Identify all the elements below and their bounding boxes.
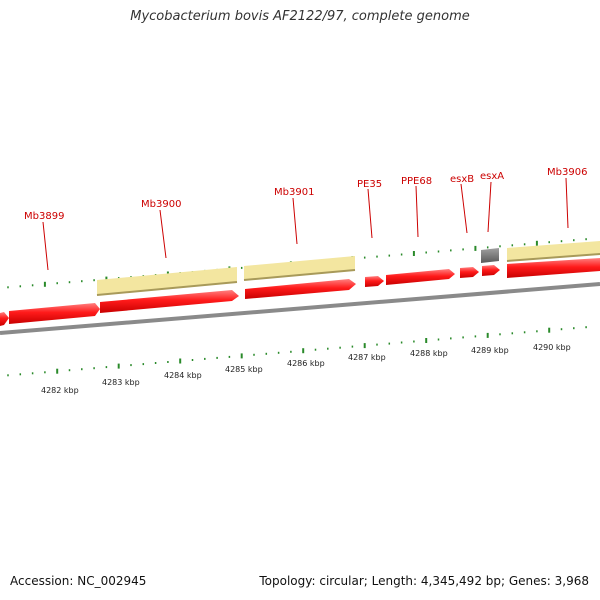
gene-label-mb3900: Mb3900 xyxy=(141,199,181,210)
pointer-mb3901 xyxy=(292,197,298,245)
pointer-esxb xyxy=(460,183,468,234)
inner-tick-ring xyxy=(7,326,587,377)
gene-label-esxa: esxA xyxy=(480,171,504,182)
pointer-mb3900 xyxy=(159,209,167,259)
cds-arrow-esxb[interactable] xyxy=(460,267,479,278)
gene-label-mb3901: Mb3901 xyxy=(274,187,314,198)
cds-arrow-mb3901[interactable] xyxy=(245,279,356,299)
kbp-label-4289: 4289 kbp xyxy=(471,346,509,355)
gene-label-esxb: esxB xyxy=(450,174,474,185)
gene-bar-edge xyxy=(506,253,600,262)
cds-arrow-mb3906[interactable] xyxy=(507,258,600,278)
kbp-label-4282: 4282 kbp xyxy=(41,386,79,395)
cds-arrow-ppe68[interactable] xyxy=(386,269,455,285)
gene-label-pointers xyxy=(42,177,569,271)
cds-arrow-mb3899[interactable] xyxy=(9,303,100,324)
kbp-label-4287: 4287 kbp xyxy=(348,353,386,362)
gene-label-mb3899: Mb3899 xyxy=(24,211,64,222)
genome-stats-text: Topology: circular; Length: 4,345,492 bp… xyxy=(259,574,589,588)
map-title: Mycobacterium bovis AF2122/97, complete … xyxy=(130,9,470,24)
kbp-label-4290: 4290 kbp xyxy=(533,343,571,352)
kbp-label-4288: 4288 kbp xyxy=(410,349,448,358)
pointer-esxa xyxy=(487,181,492,233)
kbp-label-4286: 4286 kbp xyxy=(287,359,325,368)
cds-arrow-mb3900[interactable] xyxy=(100,290,239,313)
pointer-mb3906 xyxy=(565,177,569,229)
feature-block-esxa[interactable] xyxy=(481,248,499,263)
gene-label-pe35: PE35 xyxy=(357,179,382,190)
kbp-label-4283: 4283 kbp xyxy=(102,378,140,387)
gene-label-mb3906: Mb3906 xyxy=(547,167,587,178)
kbp-label-4284: 4284 kbp xyxy=(164,371,202,380)
pointer-mb3899 xyxy=(42,221,49,271)
pointer-ppe68 xyxy=(415,185,419,238)
pointer-pe35 xyxy=(367,188,373,239)
gene-bar-mb3900[interactable] xyxy=(97,267,237,295)
cds-arrow-pe35[interactable] xyxy=(365,276,384,287)
kbp-label-4285: 4285 kbp xyxy=(225,365,263,374)
gene-bar-edge xyxy=(96,281,238,296)
gene-bar-mb3906[interactable] xyxy=(507,241,600,261)
accession-text: Accession: NC_002945 xyxy=(10,574,147,588)
gene-bar-mb3901[interactable] xyxy=(244,256,355,280)
cds-arrow-partial[interactable] xyxy=(0,312,9,326)
gene-bar-edge xyxy=(243,269,356,281)
genome-backbone xyxy=(0,282,600,335)
cds-arrow-esxa[interactable] xyxy=(482,265,500,276)
gene-label-ppe68: PPE68 xyxy=(401,176,432,187)
